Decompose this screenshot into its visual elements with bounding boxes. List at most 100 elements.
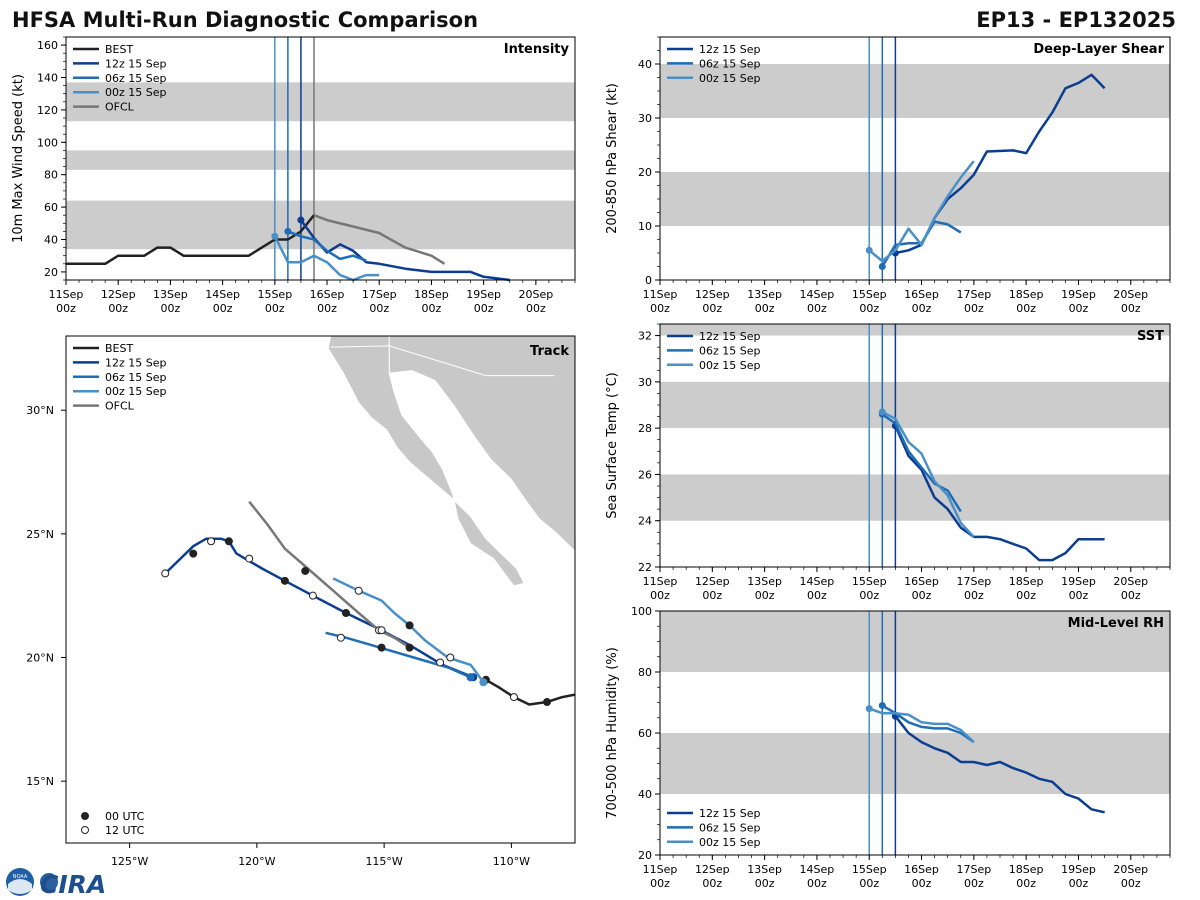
track-init-point [479,678,488,687]
threshold-band [660,64,1170,118]
track-marker-00utc [224,537,233,546]
x-tick-day-label: 14Sep [205,288,240,301]
x-tick-day-label: 20Sep [1113,288,1148,301]
threshold-band [660,172,1170,226]
x-tick-day-label: 18Sep [414,288,449,301]
series-line-00z-15-sep [868,707,975,744]
threshold-band [660,381,1170,429]
track-marker-12utc [436,658,445,667]
track-init-point [466,673,475,682]
x-tick-hour-label: 00z [161,302,181,315]
x-tick-day-label: 20Sep [518,288,553,301]
series-start-point [878,408,886,416]
x-tick-hour-label: 00z [859,589,879,602]
legend-marker-00utc [81,812,89,820]
series-line-00z-15-sep [273,235,380,282]
series-start-point [271,232,279,240]
y-tick-label: 32 [638,330,652,343]
y-tick-label: 60 [44,201,58,214]
legend-label: 12z 15 Sep [105,356,167,369]
x-tick-day-label: 14Sep [800,863,835,876]
legend-label: 06z 15 Sep [699,821,761,834]
x-tick-day-label: 18Sep [1009,575,1044,588]
track-marker-00utc [301,566,310,575]
track-marker-00utc [405,643,414,652]
map-content [161,336,575,707]
axes-frame [65,335,576,844]
legend-label: 12z 15 Sep [105,57,167,70]
marker-legend-label: 00 UTC [105,810,145,823]
x-tick-day-label: 17Sep [956,288,991,301]
series-line-06z-15-sep [881,704,975,744]
track-marker-12utc [509,693,518,702]
x-tick-day-label: 19Sep [1061,288,1096,301]
threshold-band [660,324,1170,336]
x-tick-hour-label: 00z [1121,589,1141,602]
legend-label: 12z 15 Sep [699,807,761,820]
legend-label: 06z 15 Sep [105,371,167,384]
y-tick-label: 26 [638,468,652,481]
x-tick-hour-label: 00z [859,877,879,890]
y-tick-label: 40 [638,788,652,801]
series-line-best [66,214,315,266]
series-line-06z-15-sep [881,413,962,513]
noaa-seal-wave [8,879,32,894]
cira-logo: NOAA CIRA [6,868,106,899]
x-tick-hour-label: 00z [755,302,775,315]
legend-label: OFCL [105,400,135,413]
x-tick-hour-label: 00z [1069,302,1089,315]
threshold-band [660,611,1170,672]
series-start-point [878,263,886,270]
x-tick-day-label: 14Sep [800,288,835,301]
y-tick-label: 28 [638,422,652,435]
y-tick-label: 120 [37,104,58,117]
lon-tick-label: 120°W [238,855,275,868]
x-tick-hour-label: 00z [265,302,285,315]
y-tick-label: 0 [645,274,652,287]
x-tick-hour-label: 00z [964,302,984,315]
y-tick-label: 20 [638,849,652,862]
x-tick-day-label: 11Sep [643,863,678,876]
legend-label: 12z 15 Sep [699,330,761,343]
x-tick-hour-label: 00z [1016,877,1036,890]
x-tick-day-label: 17Sep [956,575,991,588]
track-marker-12utc [308,591,317,600]
x-tick-hour-label: 00z [1016,589,1036,602]
x-tick-hour-label: 00z [108,302,128,315]
threshold-band [660,474,1170,521]
x-tick-hour-label: 00z [1121,877,1141,890]
series-line-12z-15-sep [894,425,1105,562]
y-axis-label: 10m Max Wind Speed (kt) [11,74,26,243]
y-tick-label: 40 [44,234,58,247]
x-tick-day-label: 11Sep [643,288,678,301]
legend-label: 00z 15 Sep [699,836,761,849]
x-tick-hour-label: 00z [650,877,670,890]
legend-label: 00z 15 Sep [105,385,167,398]
panel-title: Track [530,344,569,359]
x-tick-hour-label: 00z [755,877,775,890]
threshold-band [66,150,575,170]
x-tick-day-label: 13Sep [747,288,782,301]
y-axis-label: 200-850 hPa Shear (kt) [605,83,620,234]
track-marker-12utc [207,537,216,546]
x-tick-hour-label: 00z [650,589,670,602]
legend-label: BEST [105,43,133,56]
legend-label: 06z 15 Sep [699,57,761,70]
x-tick-day-label: 16Sep [904,863,939,876]
x-tick-hour-label: 00z [474,302,494,315]
lat-tick-label: 25°N [26,528,54,541]
y-tick-label: 140 [37,72,58,85]
rh-panel: 2040608010011Sep00z12Sep00z13Sep00z14Sep… [605,605,1171,890]
storm-id: EP13 - EP132025 [976,8,1176,32]
x-tick-day-label: 19Sep [466,288,501,301]
x-tick-hour-label: 00z [56,302,76,315]
panel-title: Intensity [504,42,570,57]
series-start-point [297,216,305,224]
legend-marker-12utc [81,826,89,834]
y-tick-label: 60 [638,727,652,740]
track-marker-00utc [405,621,414,630]
lat-tick-label: 15°N [26,775,54,788]
x-tick-day-label: 17Sep [956,863,991,876]
track-marker-00utc [543,698,552,707]
